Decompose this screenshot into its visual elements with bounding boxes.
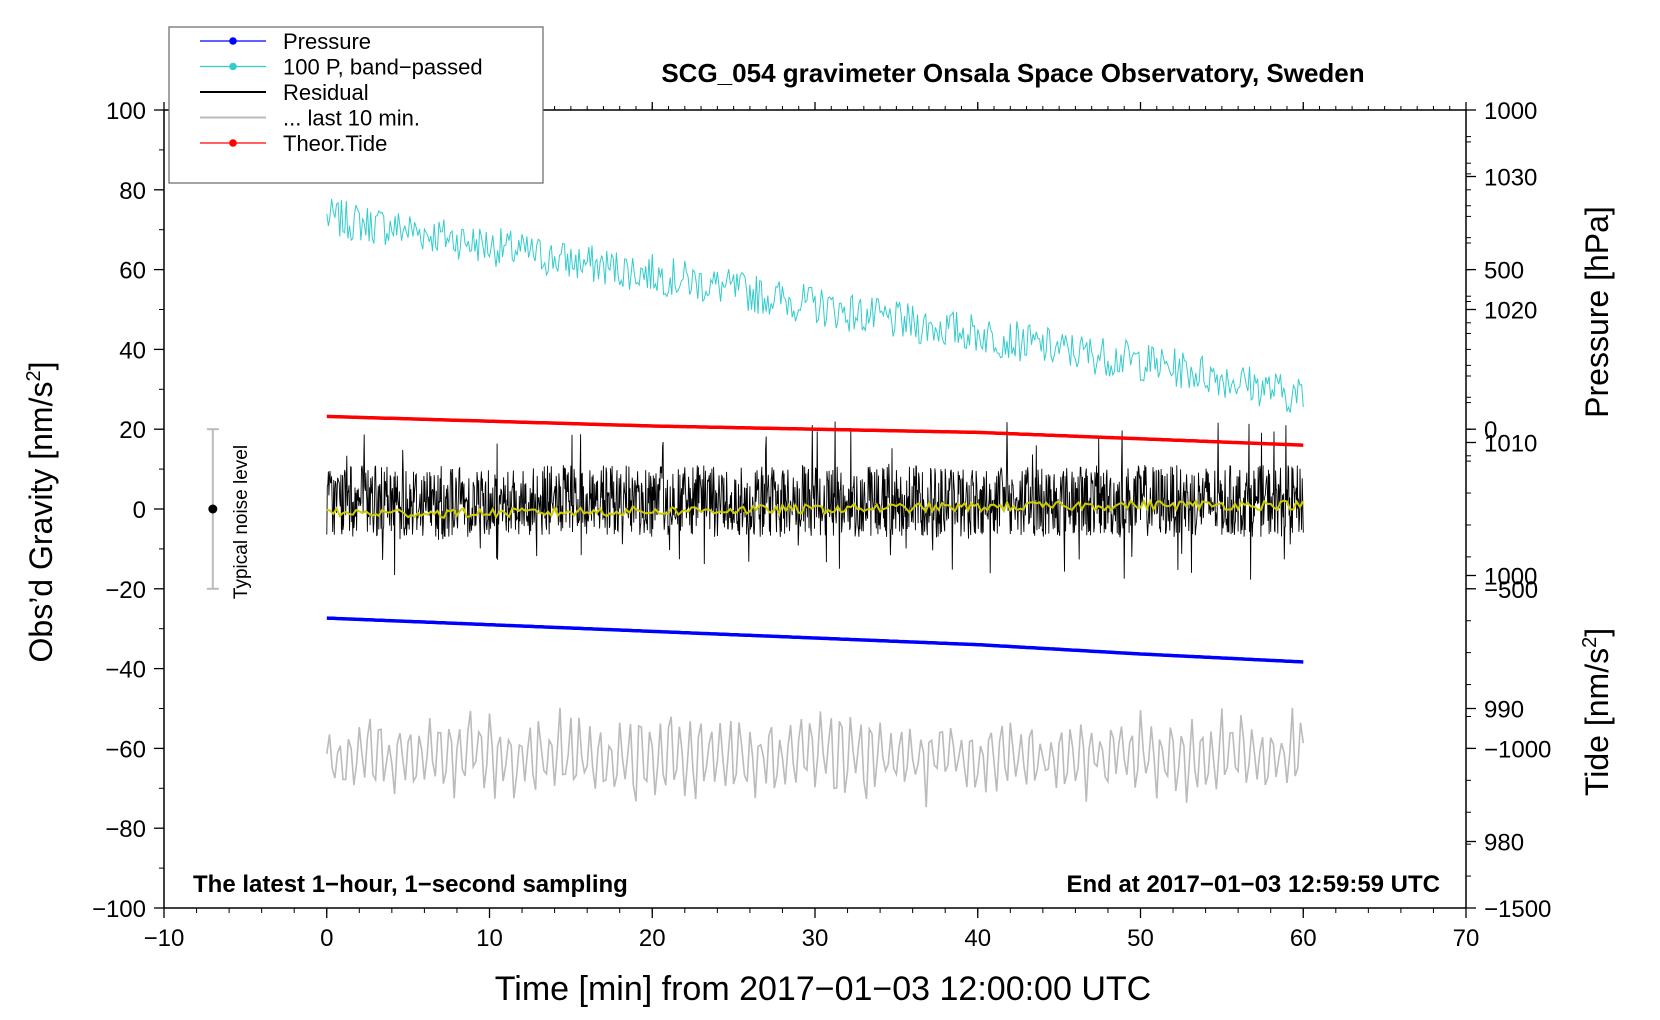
legend-marker xyxy=(229,139,237,147)
x-tick-label: 30 xyxy=(802,925,829,952)
pressure-tick-label: 1000 xyxy=(1484,564,1537,591)
noise-level-label: Typical noise level xyxy=(231,445,252,599)
x-tick-label: 70 xyxy=(1453,925,1480,952)
noise-bar-center xyxy=(208,504,218,514)
series-last-10-min xyxy=(326,707,1305,808)
y-tick-label: −100 xyxy=(92,896,146,923)
y-axis-tide: 1000 500 0 −500 −1000 −1500 xyxy=(1466,98,1551,923)
tide-tick-label: 500 xyxy=(1484,258,1524,285)
x-tick-label: 10 xyxy=(476,925,503,952)
tide-tick-label: −500 xyxy=(1484,577,1538,604)
series-layer xyxy=(326,198,1305,808)
legend-marker xyxy=(229,37,237,45)
tide-tick-label: 1000 xyxy=(1484,98,1537,125)
y-axis-label-tide-text: Tide [nm/s xyxy=(1579,648,1615,796)
legend-label: Residual xyxy=(283,80,369,105)
x-axis-label: Time [min] from 2017−01−03 12:00:00 UTC xyxy=(495,970,1151,1008)
legend-label: Pressure xyxy=(283,29,371,54)
y-tick-label: −40 xyxy=(105,657,146,684)
y-tick-label: −80 xyxy=(105,816,146,843)
x-tick-label: −10 xyxy=(144,925,185,952)
pressure-tick-label: 1030 xyxy=(1484,165,1537,192)
series-theor-tide xyxy=(326,414,1304,447)
x-tick-label: 0 xyxy=(320,925,333,952)
legend-label: ... last 10 min. xyxy=(283,106,420,131)
x-tick-label: 50 xyxy=(1127,925,1154,952)
legend-label: 100 P, band−passed xyxy=(283,55,483,80)
y-axis-label-gravity: Obs’d Gravity [nm/s2] xyxy=(23,362,59,663)
x-tick-label: 40 xyxy=(964,925,991,952)
y-tick-label: 40 xyxy=(119,337,146,364)
annotation-sampling: The latest 1−hour, 1−second sampling xyxy=(193,871,628,898)
pressure-tick-label: 1020 xyxy=(1484,298,1537,325)
y-tick-label: 100 xyxy=(106,98,146,125)
y-axis-label-tide-close: ] xyxy=(1579,628,1615,637)
x-tick-label: 60 xyxy=(1290,925,1317,952)
legend-label: Theor.Tide xyxy=(283,131,387,156)
tide-tick-label: −1500 xyxy=(1484,896,1551,923)
legend-marker xyxy=(229,62,237,71)
y-tick-label: 20 xyxy=(119,417,146,444)
y-tick-label: 60 xyxy=(119,258,146,285)
y-axis-label-pressure: Pressure [hPa] xyxy=(1579,206,1615,418)
y-tick-label: −60 xyxy=(105,736,146,763)
y-axis-label-tide: Tide [nm/s2] xyxy=(1579,628,1615,796)
tide-tick-label: −1000 xyxy=(1484,736,1551,763)
noise-level-indicator xyxy=(206,428,219,590)
pressure-tick-label: 980 xyxy=(1484,830,1524,857)
y-axis-label-tide-sup: 2 xyxy=(1579,637,1601,648)
chart-title: SCG_054 gravimeter Onsala Space Observat… xyxy=(661,58,1364,88)
y-axis-label-gravity-close: ] xyxy=(23,362,59,371)
pressure-tick-label: 990 xyxy=(1484,697,1524,724)
tide-tick-label: 0 xyxy=(1484,417,1497,444)
y-axis-pressure: 1030 1020 1010 1000 990 980 xyxy=(1466,109,1537,857)
y-axis-label-gravity-sup: 2 xyxy=(23,370,45,381)
y-tick-label: 80 xyxy=(119,178,146,205)
y-tick-label: 0 xyxy=(133,497,146,524)
legend-box xyxy=(168,26,544,184)
series-residual-smoothed xyxy=(326,498,1305,520)
pressure-tick-label: 1010 xyxy=(1484,431,1537,458)
y-axis-label-gravity-text: Obs’d Gravity [nm/s xyxy=(23,382,59,663)
series-band-passed-pressure xyxy=(326,198,1304,413)
annotation-end-time: End at 2017−01−03 12:59:59 UTC xyxy=(1066,871,1440,898)
y-tick-label: −20 xyxy=(105,577,146,604)
y-axis-gravity: 100 80 60 40 20 0 −20 −40 −60 −80 −100 xyxy=(92,98,164,923)
series-residual xyxy=(326,421,1304,580)
x-tick-label: 20 xyxy=(639,925,666,952)
series-pressure xyxy=(326,616,1304,664)
x-axis: −10 0 10 20 30 40 50 60 70 xyxy=(144,102,1480,952)
